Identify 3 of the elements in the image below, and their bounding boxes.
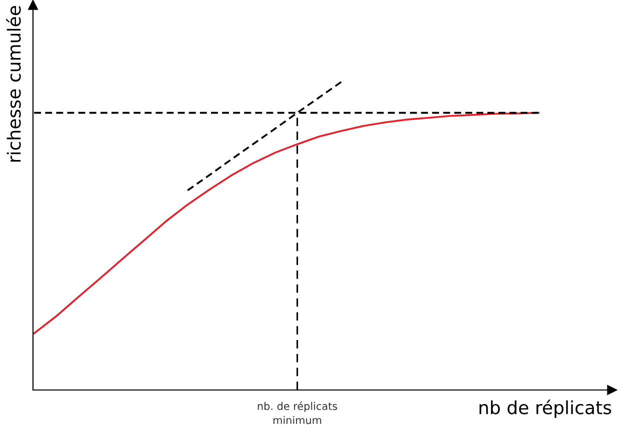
text: nb. de réplicats minimum (258, 402, 338, 424)
y-axis-title: richesse cumulée (6, 6, 21, 162)
x-axis-title: nb de réplicats (480, 400, 612, 418)
